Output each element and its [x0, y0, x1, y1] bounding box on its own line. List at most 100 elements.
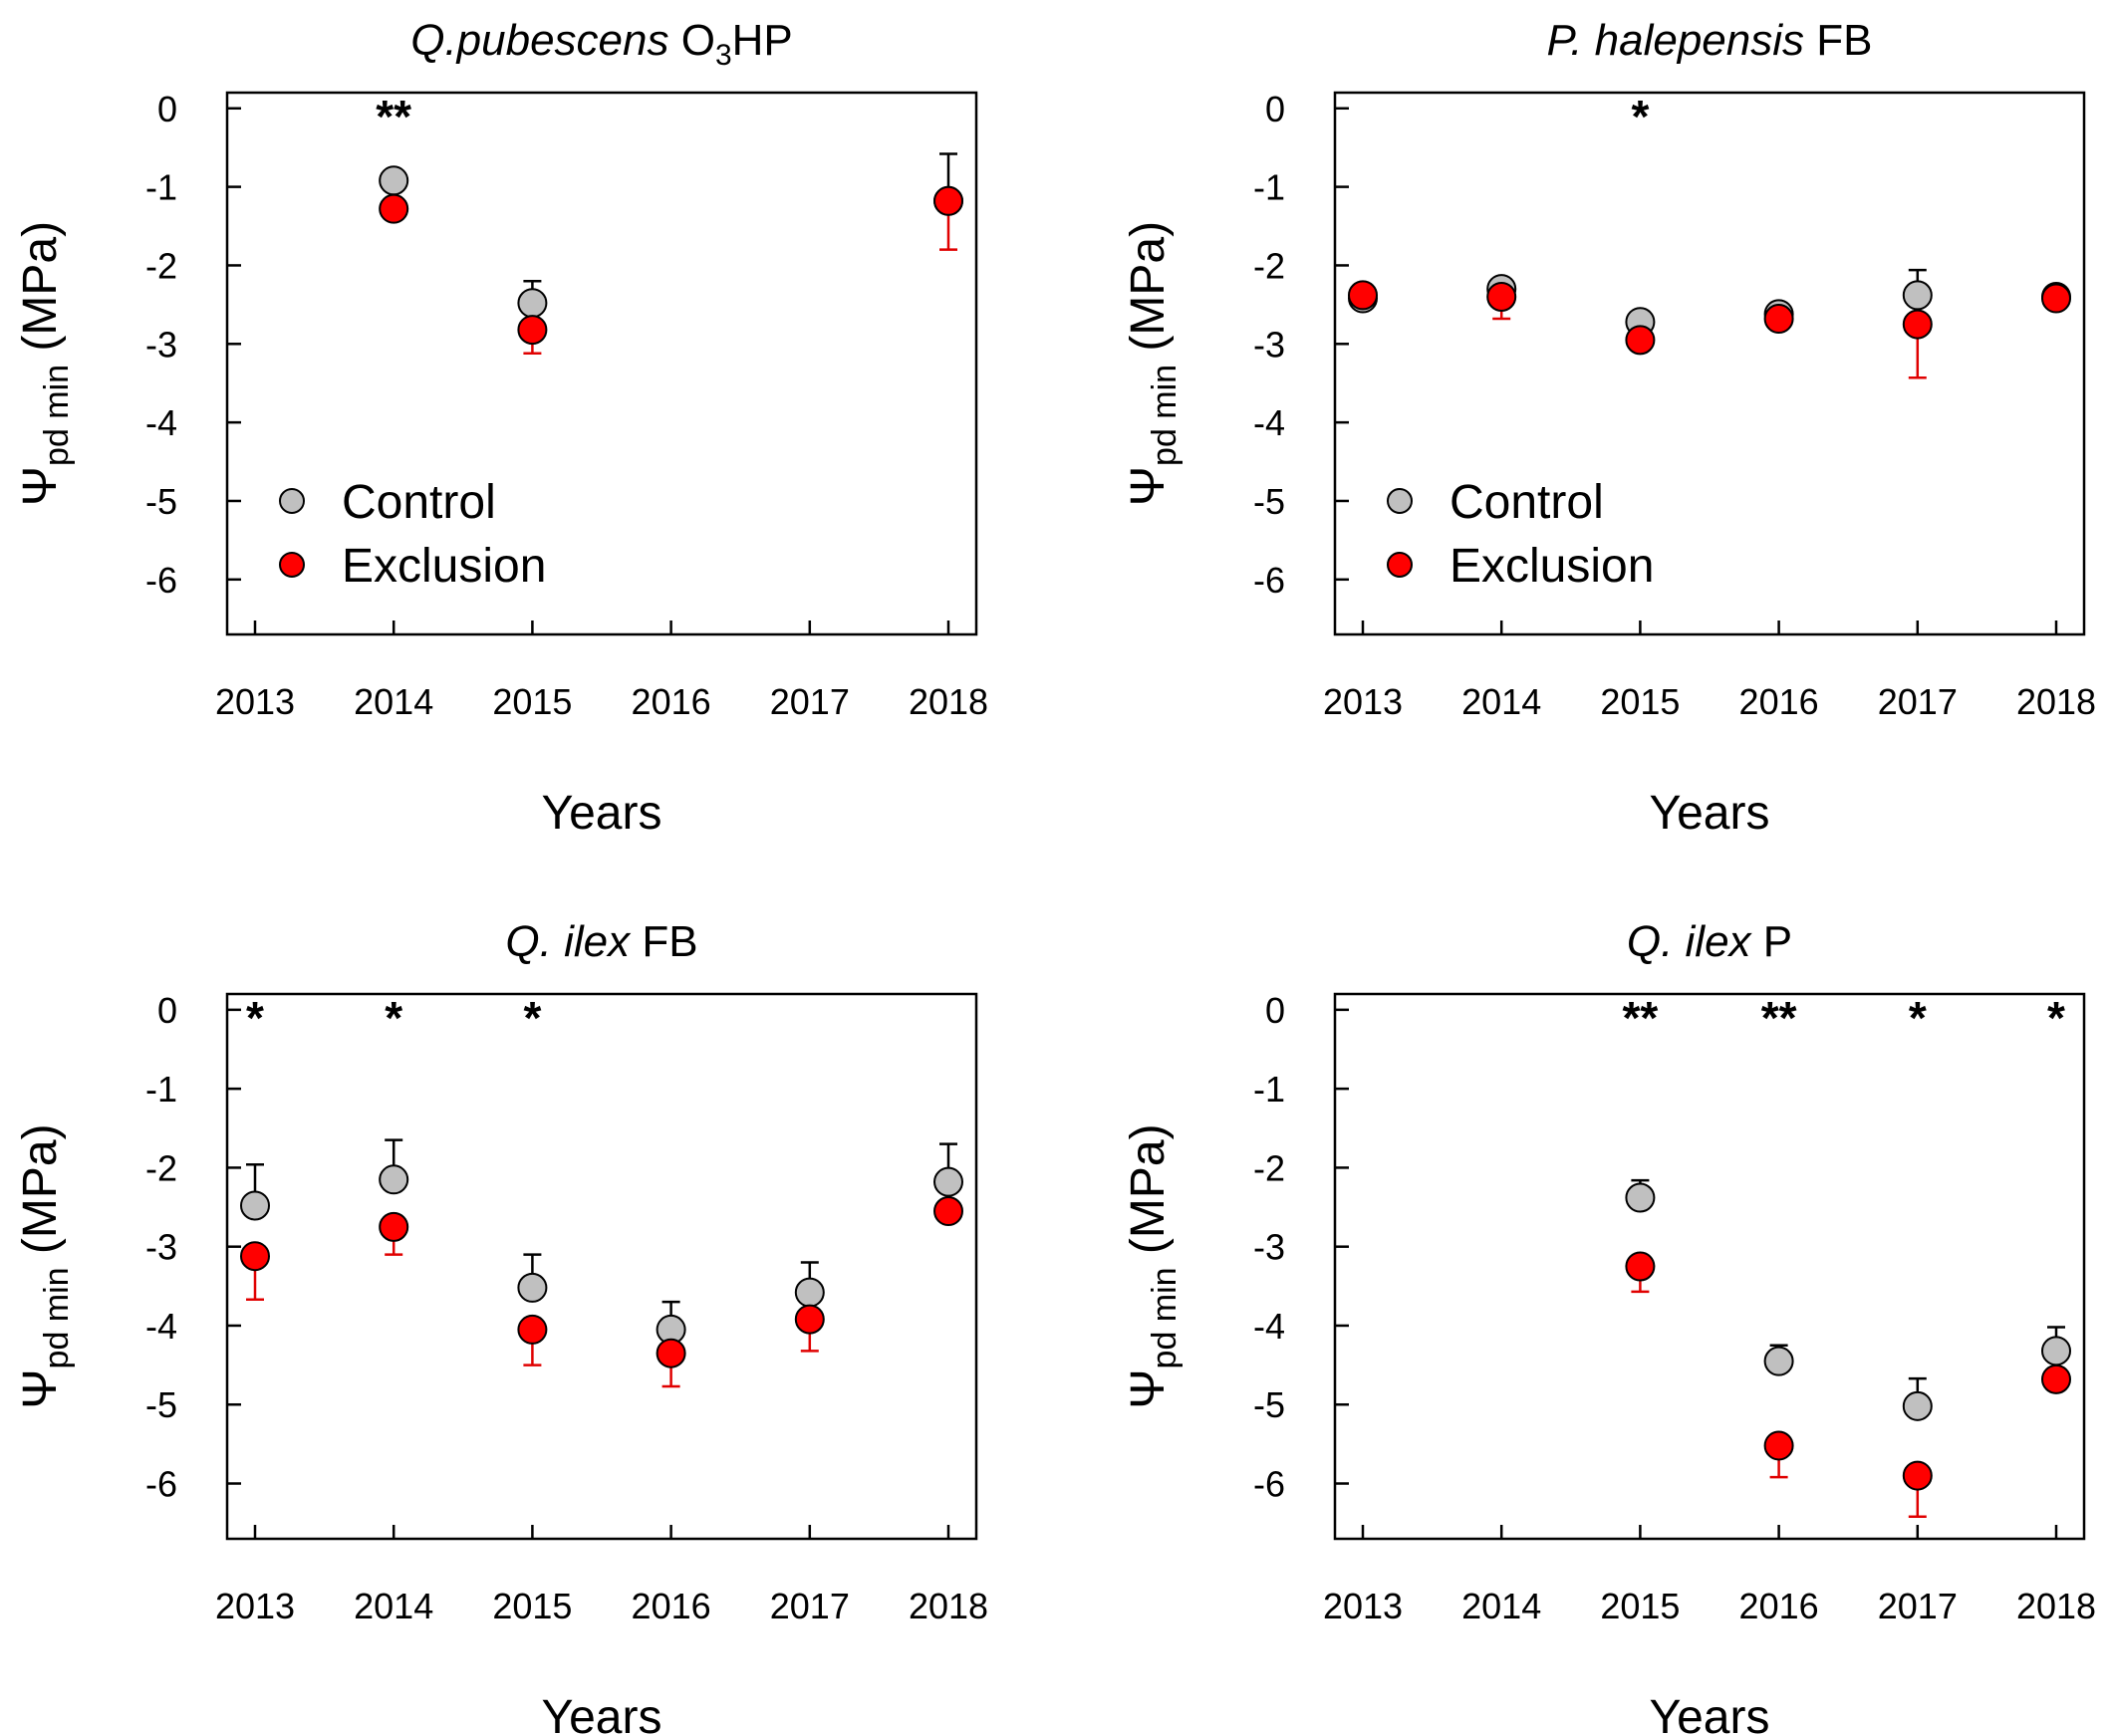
- x-tick-label: 2018: [2016, 681, 2096, 722]
- exclusion-point: [1763, 304, 1794, 335]
- legend-marker-control: [1387, 487, 1413, 514]
- significance-mark: **: [1622, 992, 1658, 1044]
- y-tick-label: -1: [145, 167, 177, 208]
- x-axis-label: Years: [1650, 787, 1770, 840]
- y-axis-unit: (MPa): [1122, 221, 1175, 365]
- exclusion-point: [517, 1314, 548, 1345]
- significance-mark: *: [246, 992, 264, 1044]
- y-axis-unit: (MPa): [14, 221, 67, 365]
- y-tick-label: 0: [1265, 990, 1285, 1031]
- legend-marker-control: [279, 487, 305, 514]
- y-tick-label: -3: [145, 1227, 177, 1268]
- control-point: [379, 165, 409, 196]
- x-tick-label: 2013: [215, 681, 295, 722]
- y-axis-subscript: pd min: [1146, 365, 1184, 466]
- exclusion-point: [1486, 281, 1517, 312]
- x-tick-label: 2014: [1461, 1586, 1541, 1626]
- y-tick-label: -5: [1253, 1384, 1285, 1425]
- exclusion-point: [933, 185, 963, 216]
- y-tick-label: -6: [145, 1464, 177, 1505]
- y-axis-symbol: Ψ: [1122, 1368, 1175, 1408]
- y-axis-unit: (MPa): [14, 1123, 67, 1267]
- plot-frame: [225, 992, 978, 1541]
- y-tick-label: -5: [145, 481, 177, 522]
- control-point: [1902, 1390, 1933, 1421]
- y-tick-label: -3: [1253, 1227, 1285, 1268]
- control-point: [379, 1164, 409, 1195]
- significance-mark: **: [376, 91, 411, 142]
- significance-mark: *: [385, 992, 402, 1044]
- control-point: [517, 1272, 548, 1303]
- exclusion-point: [1763, 1430, 1794, 1461]
- x-tick-label: 2016: [632, 681, 711, 722]
- legend-marker-exclusion: [1387, 551, 1413, 578]
- chart-title-site: FB: [630, 917, 697, 966]
- plot-frame: [225, 91, 978, 636]
- y-axis-label: Ψpd min (MPa): [1122, 1123, 1184, 1408]
- control-point: [517, 288, 548, 319]
- control-point: [1763, 1346, 1794, 1376]
- chart-title-subscript: 3: [715, 39, 732, 72]
- control-point: [794, 1277, 825, 1308]
- x-tick-label: 2016: [1739, 1586, 1819, 1626]
- control-point: [240, 1190, 270, 1221]
- legend-label-control: Control: [1450, 476, 1604, 529]
- y-axis-label: Ψpd min (MPa): [14, 221, 76, 506]
- y-tick-label: -6: [145, 560, 177, 601]
- y-axis-symbol: Ψ: [1122, 466, 1175, 506]
- plot-frame: [1333, 992, 2086, 1541]
- x-tick-label: 2013: [1323, 1586, 1403, 1626]
- chart-panel-4: Q. ilex P 2013 2014 2015 2016 2017 2018 0 -1 -2 -3…: [1122, 917, 2096, 1736]
- chart-title-site: P: [1751, 917, 1793, 966]
- x-tick-label: 2014: [354, 1586, 433, 1626]
- legend-label-exclusion: Exclusion: [342, 540, 546, 593]
- y-tick-label: -1: [1253, 167, 1285, 208]
- x-tick-label: 2016: [632, 1586, 711, 1626]
- chart-title-species: Q. ilex: [505, 917, 632, 966]
- chart-title-species: P. halepensis: [1547, 16, 1805, 65]
- y-tick-label: -3: [145, 324, 177, 365]
- x-tick-label: 2017: [1878, 1586, 1958, 1626]
- x-tick-label: 2015: [1600, 681, 1680, 722]
- chart-title: Q. ilex P: [1627, 917, 1792, 966]
- x-tick-label: 2018: [2016, 1586, 2096, 1626]
- chart-title: P. halepensis FB: [1547, 16, 1873, 65]
- x-tick-label: 2017: [1878, 681, 1958, 722]
- y-axis-subscript: pd min: [38, 365, 76, 466]
- y-axis-unit: (MPa): [1122, 1123, 1175, 1267]
- y-tick-label: -2: [1253, 245, 1285, 286]
- chart-panel-2: P. halepensis FB 2013 2014 2015 2016 2017 2018…: [1122, 16, 2096, 840]
- y-tick-label: -6: [1253, 1464, 1285, 1505]
- y-tick-label: -4: [1253, 402, 1285, 443]
- exclusion-point: [240, 1241, 270, 1272]
- x-axis-label: Years: [542, 1691, 662, 1736]
- exclusion-point: [379, 1211, 409, 1242]
- plot-frame: [1333, 91, 2086, 636]
- legend-label-control: Control: [342, 476, 496, 529]
- control-point: [1902, 280, 1933, 311]
- exclusion-point: [1625, 1251, 1656, 1282]
- exclusion-point: [656, 1338, 686, 1368]
- x-tick-label: 2014: [354, 681, 433, 722]
- x-tick-label: 2015: [492, 1586, 572, 1626]
- x-tick-label: 2017: [770, 1586, 850, 1626]
- y-axis-label: Ψpd min (MPa): [14, 1123, 76, 1408]
- x-tick-label: 2015: [1600, 1586, 1680, 1626]
- x-tick-label: 2013: [215, 1586, 295, 1626]
- y-tick-label: -4: [145, 1306, 177, 1347]
- y-tick-label: -5: [1253, 481, 1285, 522]
- control-point: [2041, 1336, 2071, 1366]
- exclusion-point: [1902, 309, 1933, 340]
- y-axis-subscript: pd min: [38, 1267, 76, 1368]
- y-tick-label: -2: [1253, 1147, 1285, 1188]
- exclusion-point: [1348, 280, 1378, 311]
- y-axis-subscript: pd min: [1146, 1267, 1184, 1368]
- x-tick-label: 2018: [909, 1586, 988, 1626]
- exclusion-point: [379, 193, 409, 224]
- exclusion-point: [2041, 283, 2071, 314]
- significance-mark: *: [1909, 992, 1927, 1044]
- chart-title-species: Q. ilex: [1627, 917, 1753, 966]
- chart-title-species: Q.pubescens: [410, 16, 668, 65]
- chart-title: Q.pubescens O3HP: [410, 16, 793, 72]
